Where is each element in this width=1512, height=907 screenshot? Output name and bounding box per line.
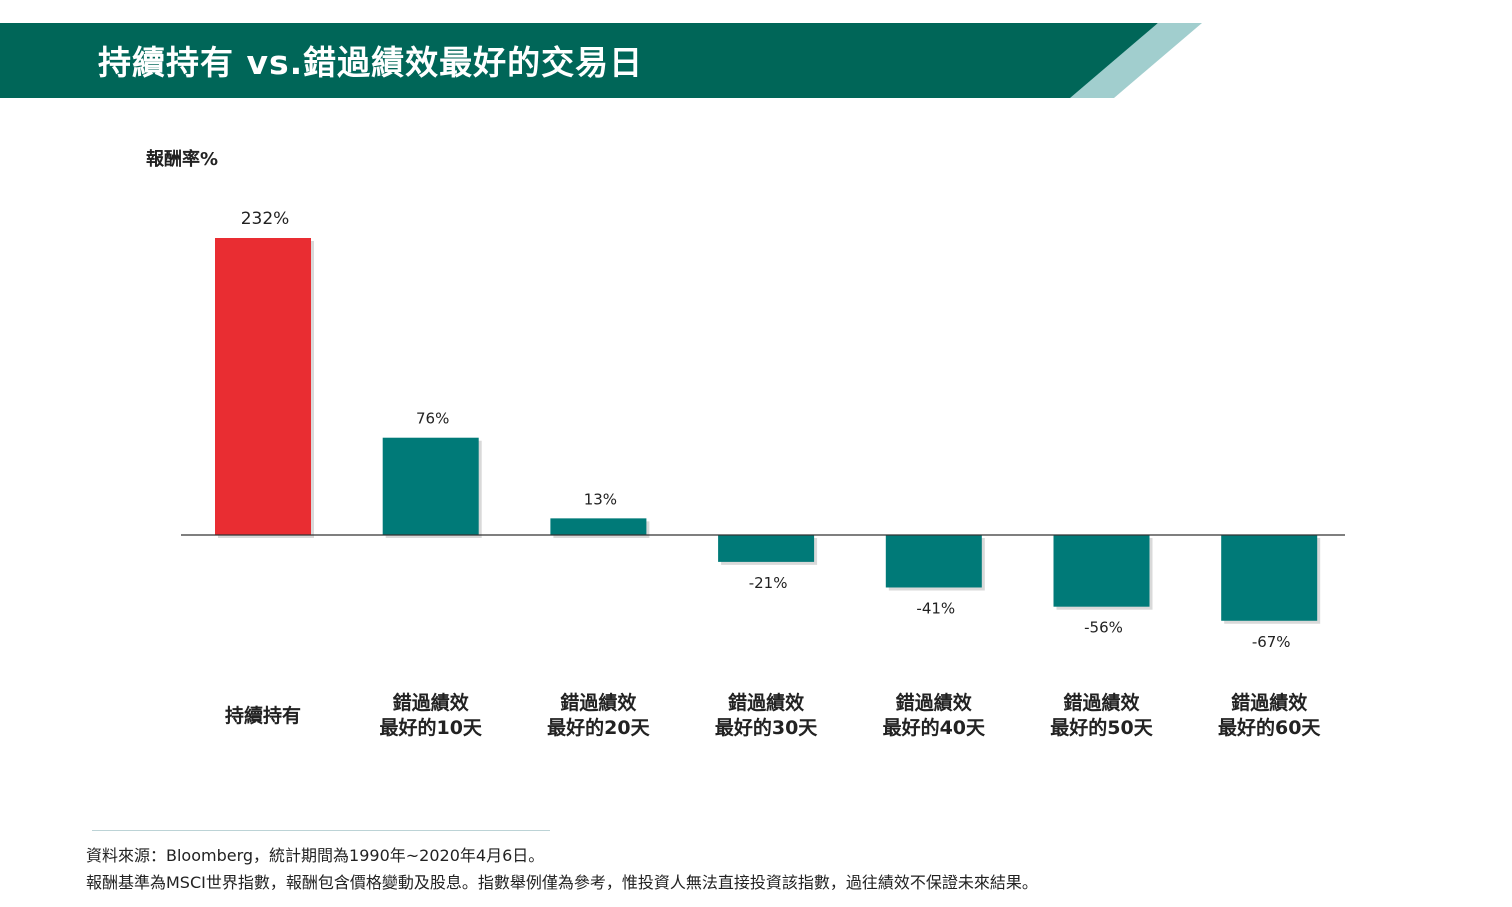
category-label: 錯過績效: [728, 691, 804, 714]
bar-3: [718, 535, 815, 562]
bar-2: [550, 518, 647, 535]
category-label: 最好的60天: [1218, 716, 1321, 739]
banner-band: [0, 23, 1158, 98]
bar-0: [215, 238, 311, 535]
source-note: 資料來源：Bloomberg，統計期間為1990年~2020年4月6日。: [86, 846, 545, 865]
bar-1: [382, 437, 479, 535]
data-label: 232%: [241, 209, 290, 229]
bar-6: [1221, 535, 1318, 621]
footnote-divider: [92, 830, 550, 831]
title-banner: [0, 23, 1202, 98]
category-label: 錯過績效: [560, 691, 636, 714]
bar-5: [1053, 535, 1150, 607]
category-label: 錯過績效: [393, 691, 469, 714]
category-label: 持續持有: [225, 704, 301, 727]
data-label: -67%: [1252, 633, 1291, 651]
data-label: -56%: [1084, 619, 1123, 637]
banner-stripe: [1070, 23, 1202, 98]
category-label: 最好的20天: [547, 716, 650, 739]
y-axis-label: 報酬率%: [146, 149, 219, 170]
data-label: 76%: [416, 410, 449, 428]
category-label: 錯過績效: [1231, 691, 1307, 714]
category-label: 最好的30天: [715, 716, 818, 739]
category-label: 錯過績效: [1063, 691, 1139, 714]
data-label: 13%: [584, 490, 617, 508]
category-label: 最好的40天: [883, 716, 986, 739]
disclaimer-note: 報酬基準為MSCI世界指數，報酬包含價格變動及股息。指數舉例僅為參考，惟投資人無…: [86, 873, 1038, 892]
data-label: -41%: [916, 599, 955, 617]
category-label: 最好的50天: [1050, 716, 1153, 739]
category-label: 錯過績效: [896, 691, 972, 714]
page-title: 持續持有 vs.錯過績效最好的交易日: [98, 43, 644, 82]
category-label: 最好的10天: [379, 716, 482, 739]
bar-4: [885, 535, 982, 588]
data-label: -21%: [749, 574, 788, 592]
